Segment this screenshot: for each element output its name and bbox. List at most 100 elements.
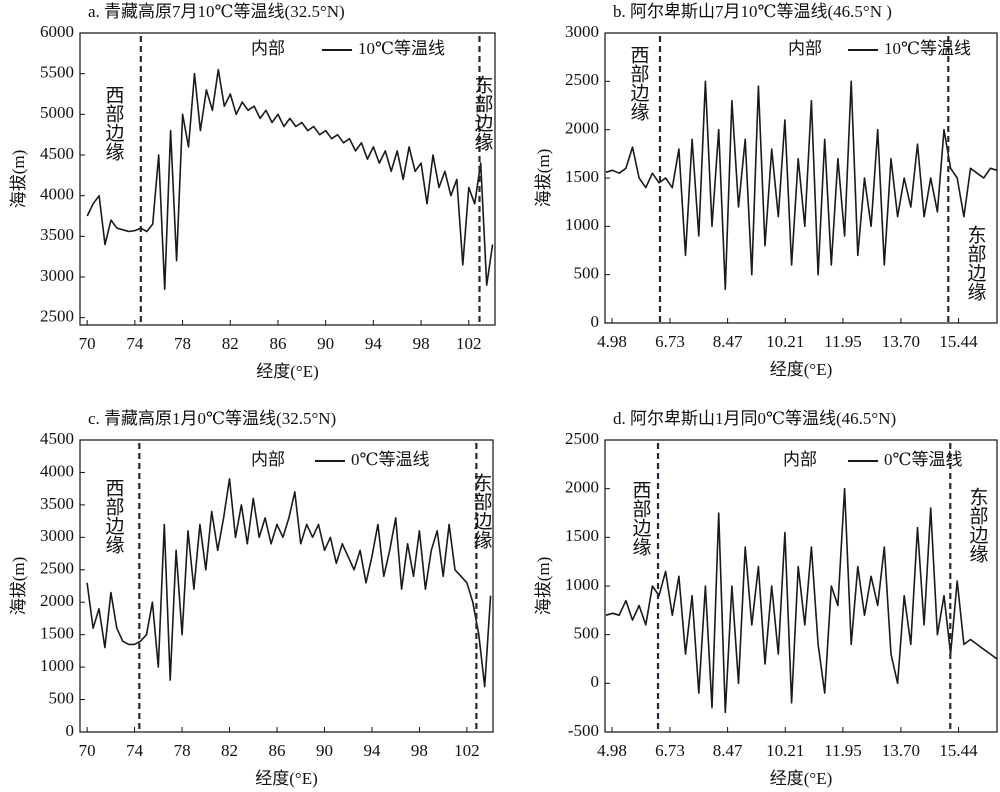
- data-line: [605, 487, 998, 714]
- y-tick-label: 0: [591, 672, 600, 691]
- y-tick-label: 0: [66, 721, 75, 740]
- data-line: [86, 478, 492, 688]
- y-tick-label: 2000: [565, 119, 599, 138]
- y-axis-label: 海拔(m): [9, 557, 28, 616]
- x-tick-label: 15.44: [939, 332, 978, 351]
- x-tick-label: 74: [126, 741, 144, 760]
- plot-frame: [604, 32, 998, 324]
- x-tick-label: 74: [126, 334, 144, 353]
- y-axis-label: 海拔(m): [534, 557, 553, 616]
- x-tick-label: 15.44: [939, 741, 978, 760]
- x-tick-label: 8.47: [713, 332, 743, 351]
- y-tick-label: 500: [574, 624, 600, 643]
- y-tick-label: 500: [49, 688, 75, 707]
- y-tick-label: 4000: [40, 185, 74, 204]
- x-tick-label: 82: [222, 334, 239, 353]
- annotation: 西部边缘: [630, 480, 652, 556]
- y-tick-label: 2500: [40, 559, 74, 578]
- x-axis-label: 经度(°E): [255, 769, 318, 788]
- y-axis-label: 海拔(m): [9, 150, 28, 209]
- y-tick-label: 2000: [565, 478, 599, 497]
- chart-title: b. 阿尔卑斯山7月10℃等温线(46.5°N ): [613, 2, 892, 21]
- y-tick-label: 6000: [40, 22, 74, 41]
- y-tick-label: 0: [591, 312, 600, 331]
- y-tick-label: -500: [568, 721, 599, 740]
- y-axis-label: 海拔(m): [534, 149, 553, 208]
- x-tick-label: 78: [174, 334, 191, 353]
- y-tick-label: 2000: [40, 591, 74, 610]
- y-tick-label: 5000: [40, 103, 74, 122]
- x-tick-label: 98: [411, 741, 428, 760]
- annotation: 东部边缘: [472, 75, 494, 151]
- plot-frame: [79, 439, 494, 733]
- y-tick-label: 1500: [565, 526, 599, 545]
- annotation: 西部边缘: [628, 45, 650, 121]
- y-tick-label: 4000: [40, 461, 74, 480]
- x-tick-label: 11.95: [824, 332, 862, 351]
- x-tick-label: 86: [269, 334, 286, 353]
- x-axis-label: 经度(°E): [256, 362, 319, 381]
- y-tick-label: 3000: [40, 526, 74, 545]
- y-tick-label: 2500: [40, 307, 74, 326]
- annotation: 内部: [783, 450, 817, 469]
- x-tick-label: 10.21: [766, 741, 804, 760]
- y-tick-label: 3500: [40, 225, 74, 244]
- annotation: 内部: [251, 450, 285, 469]
- x-tick-label: 102: [454, 741, 480, 760]
- data-line: [605, 80, 998, 290]
- y-tick-label: 1000: [40, 656, 74, 675]
- y-tick-label: 4500: [40, 429, 74, 448]
- y-tick-label: 5500: [40, 63, 74, 82]
- y-tick-label: 2500: [565, 70, 599, 89]
- annotation: 东部边缘: [471, 473, 493, 549]
- x-axis-label: 经度(°E): [770, 769, 833, 788]
- y-tick-label: 3000: [40, 266, 74, 285]
- x-tick-label: 4.98: [597, 741, 627, 760]
- y-tick-label: 4500: [40, 144, 74, 163]
- y-tick-label: 1500: [565, 167, 599, 186]
- x-axis-label: 经度(°E): [770, 360, 833, 379]
- y-tick-label: 1500: [40, 624, 74, 643]
- annotation: 东部边缘: [965, 225, 987, 301]
- chart-title: a. 青藏高原7月10℃等温线(32.5°N): [88, 2, 345, 21]
- y-tick-label: 1000: [565, 575, 599, 594]
- chart-title: d. 阿尔卑斯山1月同0℃等温线(46.5°N): [613, 409, 896, 428]
- x-tick-label: 86: [269, 741, 286, 760]
- x-tick-label: 8.47: [713, 741, 743, 760]
- x-tick-label: 10.21: [766, 332, 804, 351]
- annotation: 西部边缘: [103, 478, 125, 554]
- legend-label: 0℃等温线: [884, 450, 963, 469]
- y-tick-label: 3000: [565, 22, 599, 41]
- data-line: [86, 68, 494, 290]
- x-tick-label: 6.73: [655, 332, 685, 351]
- x-tick-label: 82: [221, 741, 238, 760]
- y-tick-label: 2500: [565, 429, 599, 448]
- x-tick-label: 90: [316, 741, 333, 760]
- annotation: 东部边缘: [967, 487, 989, 563]
- legend-label: 0℃等温线: [351, 450, 430, 469]
- chart-title: c. 青藏高原1月0℃等温线(32.5°N): [88, 409, 336, 428]
- y-tick-label: 500: [574, 264, 600, 283]
- x-tick-label: 102: [456, 334, 482, 353]
- x-tick-label: 70: [79, 334, 96, 353]
- x-tick-label: 6.73: [655, 741, 685, 760]
- annotation: 内部: [788, 39, 822, 58]
- x-tick-label: 11.95: [824, 741, 862, 760]
- annotation: 内部: [251, 39, 285, 58]
- legend-label: 10℃等温线: [358, 39, 445, 58]
- x-tick-label: 94: [365, 334, 383, 353]
- x-tick-label: 94: [363, 741, 381, 760]
- x-tick-label: 98: [413, 334, 430, 353]
- annotation: 西部边缘: [103, 85, 125, 161]
- x-tick-label: 70: [79, 741, 96, 760]
- y-tick-label: 1000: [565, 215, 599, 234]
- legend-label: 10℃等温线: [884, 39, 971, 58]
- x-tick-label: 90: [317, 334, 334, 353]
- plot-frame: [79, 32, 496, 326]
- y-tick-label: 3500: [40, 494, 74, 513]
- x-tick-label: 13.70: [882, 741, 920, 760]
- x-tick-label: 13.70: [882, 332, 920, 351]
- x-tick-label: 78: [174, 741, 191, 760]
- x-tick-label: 4.98: [597, 332, 627, 351]
